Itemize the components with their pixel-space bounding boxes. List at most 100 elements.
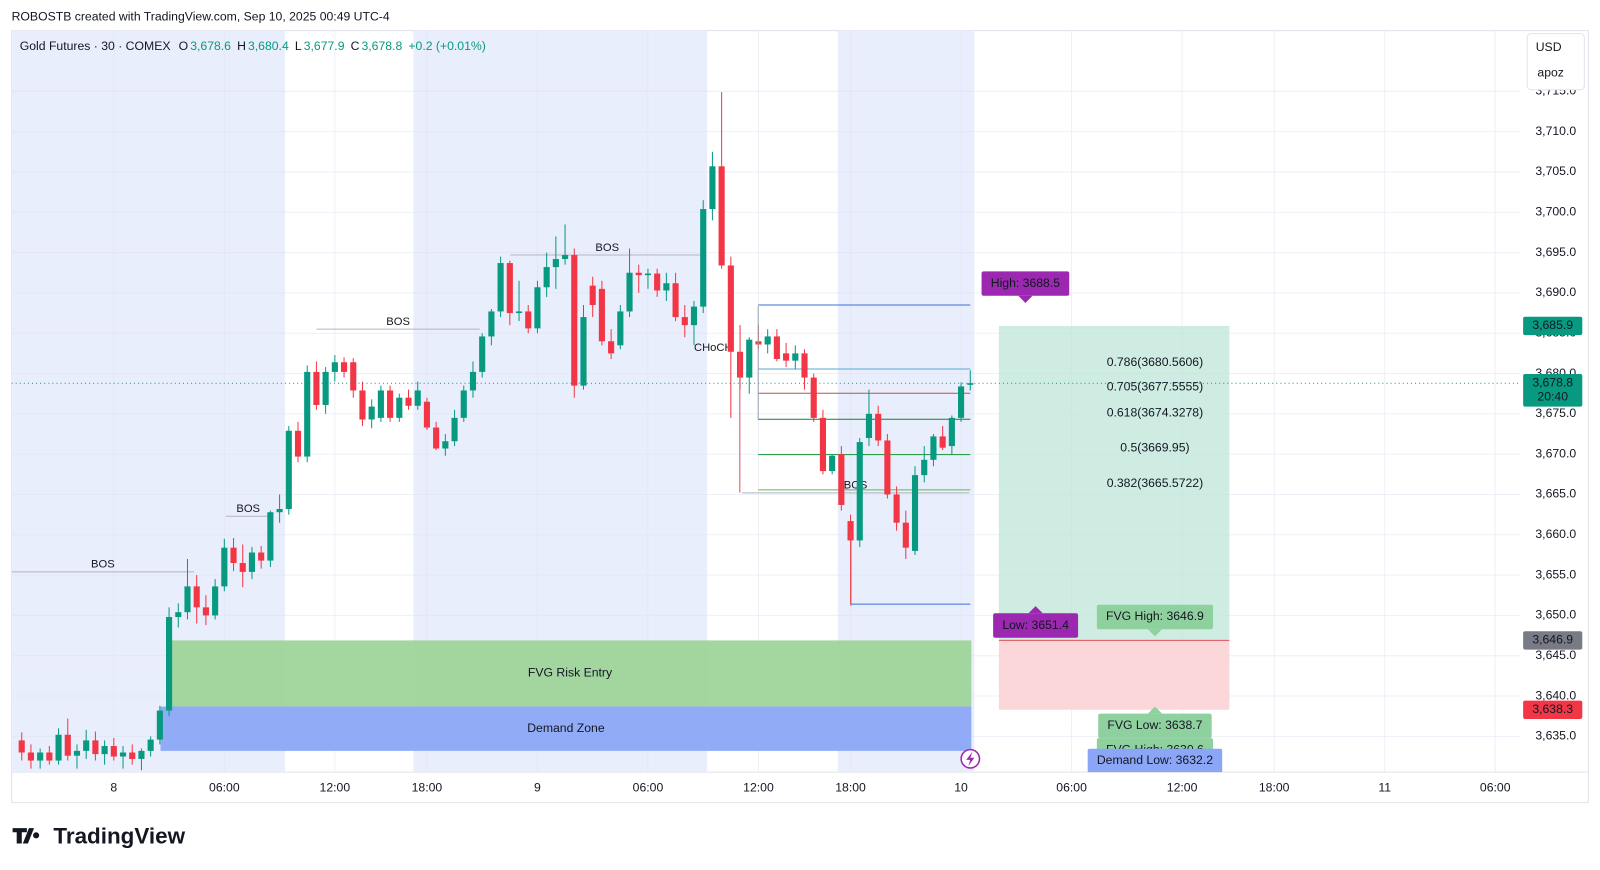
candle-body: [258, 552, 265, 561]
fib-label: 0.705(3677.5555): [1107, 379, 1203, 393]
zone: [160, 706, 972, 751]
candle-body: [819, 417, 826, 472]
candle-body: [184, 586, 191, 613]
x-tick-label: 06:00: [209, 781, 240, 795]
candle-body: [368, 406, 375, 420]
x-tick-label: 06:00: [1056, 781, 1087, 795]
zone-label: FVG Risk Entry: [528, 666, 613, 680]
fvg-label: FVG High: 3646.9: [1096, 604, 1214, 637]
candle-body: [18, 740, 25, 753]
symbol: Gold Futures · 30 · COMEX: [20, 39, 171, 53]
candle-body: [414, 390, 421, 406]
candle-body: [608, 341, 615, 354]
y-tick-label: 3,700.0: [1535, 204, 1576, 218]
candle-body: [543, 267, 550, 288]
candle-body: [377, 390, 384, 418]
stop-box: [998, 640, 1230, 710]
candle-body: [469, 371, 477, 391]
candle-body: [359, 390, 366, 420]
y-tick-label: 3,645.0: [1535, 648, 1576, 662]
candle-body: [110, 746, 117, 757]
ohlc-value: 3,677.9: [304, 39, 345, 53]
ohlc-key: H: [237, 39, 246, 53]
candle-body: [589, 285, 596, 305]
candle-body: [497, 263, 504, 312]
candle-body: [718, 166, 725, 266]
x-tick-label: 12:00: [743, 781, 774, 795]
currency: USD: [1536, 40, 1562, 54]
candle-body: [350, 362, 357, 391]
candle-body: [598, 288, 605, 342]
y-tick-label: 3,640.0: [1535, 688, 1576, 702]
candle-body: [248, 552, 256, 572]
candle-body: [801, 353, 808, 378]
candle-body: [92, 740, 99, 755]
candle-body: [681, 317, 688, 326]
candle-body: [451, 417, 458, 442]
candle-body: [442, 441, 449, 449]
candle-body: [911, 475, 919, 551]
candle-body: [865, 413, 873, 439]
swing-label-text: High: 3688.5: [991, 276, 1060, 290]
legend-header: Gold Futures · 30 · COMEX O 3,678.6 H 3,680.…: [20, 39, 486, 53]
fvg-label-box: [1087, 748, 1223, 773]
candle-body: [55, 734, 62, 761]
candle-body: [276, 508, 283, 513]
x-tick-label: 06:00: [633, 781, 664, 795]
candle-body: [193, 586, 200, 608]
candle-body: [580, 317, 587, 386]
price-badge: [1523, 631, 1583, 650]
candle-body: [884, 440, 891, 495]
y-tick-label: 3,655.0: [1535, 567, 1576, 581]
fvg-label: FVG Low: 3638.7: [1098, 706, 1212, 739]
candle-body: [764, 336, 771, 345]
candle-body: [700, 209, 707, 307]
brand-logo: [12, 828, 40, 844]
price-badge-label: 3,638.3: [1532, 702, 1573, 716]
overlay: High: 3688.5 Low: 3651.4: [739, 271, 1079, 769]
candle-body: [423, 401, 430, 428]
candle-body: [313, 371, 320, 405]
candle-body: [166, 617, 173, 711]
candle-body: [810, 377, 817, 418]
structure-label: CHoCH: [694, 342, 733, 354]
x-tick-label: 18:00: [835, 781, 866, 795]
axes: 8 06:00 12:00 18:00 9 06:00 12:00 18:00 10 06:00 1…: [110, 84, 1583, 795]
candle-body: [626, 272, 633, 312]
x-tick-label: 12:00: [320, 781, 351, 795]
x-tick-label: 10: [954, 781, 968, 795]
fvg-label-box: [1098, 713, 1212, 739]
structure-label: BOS: [595, 242, 619, 254]
x-tick-label: 11: [1378, 781, 1391, 795]
price-badge: [1523, 374, 1583, 407]
structure-label: BOS: [236, 503, 260, 515]
candle-body: [322, 371, 329, 405]
candle-body: [64, 734, 71, 756]
structure-label: BOS: [91, 559, 115, 571]
candle-body: [212, 586, 219, 616]
candle-body: [506, 263, 513, 314]
fvg-label-text: Demand Low: 3632.2: [1097, 753, 1213, 767]
candle-body: [221, 547, 228, 587]
candle-body: [838, 454, 845, 505]
plot-area: FVG Risk Entry Demand Zone BOS BOS BOS BOS BOS…: [11, 30, 1521, 773]
candle-body: [672, 283, 679, 318]
candle-body: [294, 430, 302, 457]
candle-body: [267, 512, 274, 561]
indicator-name: apoz: [1537, 66, 1564, 80]
ohlc-key: C: [351, 39, 360, 53]
candle-body: [617, 311, 624, 346]
target-box: [998, 325, 1230, 641]
currency-box[interactable]: [1526, 33, 1585, 91]
candle-body: [433, 427, 440, 449]
fvg-label-pointer: [1147, 706, 1163, 714]
brand: TradingView: [53, 823, 185, 848]
price-badge-label: 3,685.9: [1532, 318, 1573, 332]
candle-body: [746, 339, 753, 378]
candle-body: [396, 397, 403, 418]
candle-body: [534, 287, 541, 329]
candle-body: [340, 362, 348, 372]
structure-label: BOS: [386, 316, 410, 328]
